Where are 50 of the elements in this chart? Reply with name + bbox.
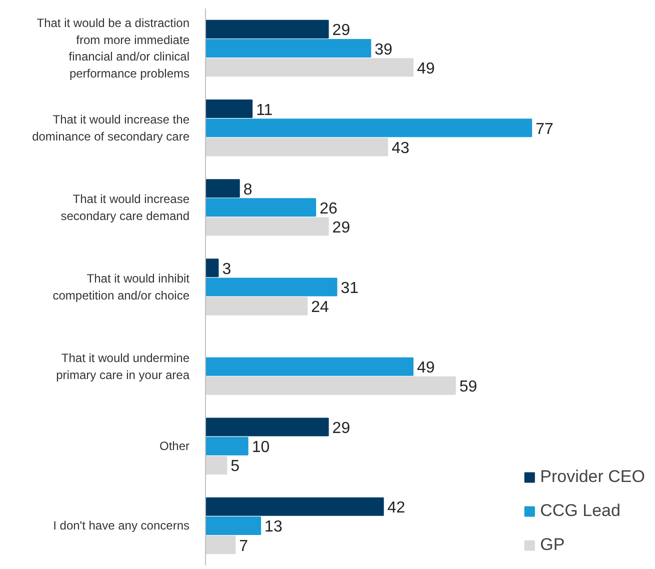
data-label: 29 bbox=[332, 420, 350, 438]
data-label: 42 bbox=[387, 500, 406, 517]
data-label: 31 bbox=[340, 280, 359, 297]
data-label: 49 bbox=[417, 60, 435, 78]
bar bbox=[206, 20, 329, 38]
bar bbox=[206, 376, 456, 395]
data-label: 43 bbox=[392, 140, 410, 157]
data-label: 10 bbox=[252, 439, 270, 456]
data-label: 29 bbox=[332, 220, 350, 237]
legend-label: CCG Lead bbox=[540, 501, 620, 521]
bar bbox=[206, 138, 388, 156]
bar bbox=[206, 456, 228, 474]
bar bbox=[206, 100, 253, 118]
legend-label: Provider CEO bbox=[540, 467, 645, 487]
bar bbox=[206, 258, 219, 278]
data-label: 24 bbox=[311, 299, 330, 316]
bar bbox=[206, 58, 414, 77]
y-tick-label: Other bbox=[159, 439, 190, 454]
data-label: 39 bbox=[374, 41, 393, 58]
y-tick-label: I don't have any concerns bbox=[53, 518, 190, 533]
bar bbox=[206, 497, 384, 516]
y-tick-label: That it would inhibit competition and/or choice bbox=[52, 272, 190, 302]
bar bbox=[206, 516, 262, 535]
data-label: 59 bbox=[459, 378, 478, 396]
data-label: 5 bbox=[230, 458, 240, 476]
data-label: 49 bbox=[417, 360, 435, 377]
bar bbox=[206, 418, 329, 436]
data-label: 3 bbox=[222, 260, 232, 278]
bar bbox=[206, 198, 316, 217]
data-label: 26 bbox=[320, 200, 338, 218]
bar bbox=[206, 296, 308, 316]
bar bbox=[206, 436, 248, 456]
bar bbox=[206, 39, 372, 58]
data-label: 77 bbox=[536, 120, 554, 138]
data-label: 11 bbox=[256, 102, 273, 119]
y-tick-label: That it would increase the dominance of secondary care bbox=[32, 112, 190, 144]
bar bbox=[206, 536, 236, 554]
bar bbox=[206, 357, 414, 376]
bar bbox=[206, 179, 240, 198]
y-tick-label: That it would undermine primary care in your area bbox=[56, 351, 190, 382]
data-label: 7 bbox=[239, 538, 248, 555]
bar bbox=[206, 278, 338, 296]
legend-label: GP bbox=[540, 535, 565, 555]
data-label: 13 bbox=[264, 518, 282, 536]
bar bbox=[206, 217, 329, 236]
y-tick-label: That it would be a distraction from more immediate financial and/or clinical performance problems bbox=[36, 16, 190, 80]
y-tick-label: That it would increase secondary care demand bbox=[60, 192, 190, 223]
data-label: 8 bbox=[243, 181, 252, 198]
bar bbox=[206, 118, 532, 138]
data-label: 29 bbox=[332, 22, 350, 40]
